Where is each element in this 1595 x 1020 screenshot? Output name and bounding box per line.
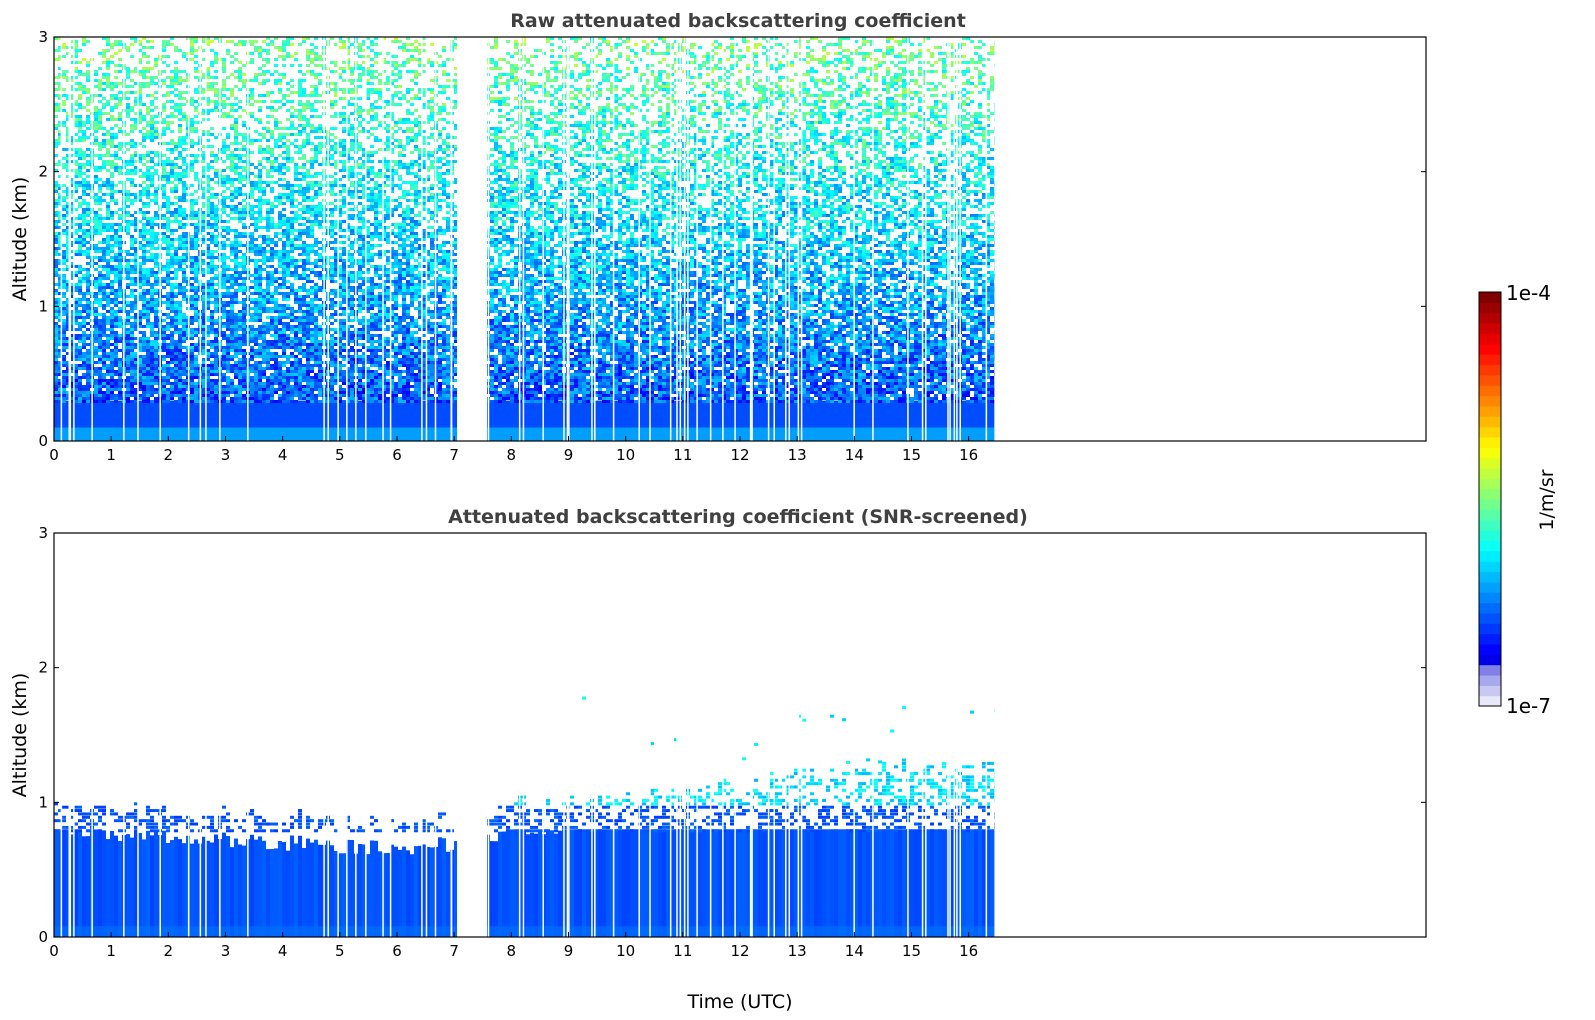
colorbar-step	[1479, 581, 1501, 593]
x-tick-label: 8	[507, 942, 517, 960]
y-tick-label: 1	[38, 793, 48, 811]
y-tick-label: 2	[38, 659, 48, 677]
colorbar-step	[1479, 674, 1501, 686]
x-tick-label: 10	[616, 942, 635, 960]
x-tick-label: 13	[788, 942, 807, 960]
x-tick-label: 13	[788, 446, 807, 464]
colorbar-step	[1479, 312, 1501, 324]
colorbar-step	[1479, 405, 1501, 417]
x-tick-label: 2	[164, 446, 174, 464]
colorbar-step	[1479, 416, 1501, 428]
x-tick-label: 16	[959, 942, 978, 960]
y-tick-label: 0	[38, 432, 48, 450]
y-tick-label: 3	[38, 28, 48, 46]
x-tick-label: 4	[278, 942, 288, 960]
x-axis-label: Time (UTC)	[686, 991, 792, 1013]
y-axis-label: Altitude (km)	[9, 673, 31, 798]
colorbar-step	[1479, 685, 1501, 697]
colorbar-step	[1479, 436, 1501, 448]
x-tick-label: 5	[335, 942, 345, 960]
x-tick-label: 9	[564, 446, 574, 464]
heatmap	[54, 37, 1426, 441]
x-tick-label: 7	[449, 446, 459, 464]
colorbar-step	[1479, 612, 1501, 624]
colorbar-step	[1479, 540, 1501, 552]
colorbar-step	[1479, 695, 1501, 707]
x-tick-label: 15	[902, 446, 921, 464]
colorbar-max-label: 1e-4	[1506, 281, 1551, 305]
x-tick-label: 2	[164, 942, 174, 960]
colorbar-step	[1479, 561, 1501, 573]
x-tick-label: 0	[49, 942, 59, 960]
colorbar-step	[1479, 654, 1501, 666]
colorbar-unit-label: 1/m/sr	[1536, 469, 1558, 530]
colorbar-frame	[1478, 291, 1502, 707]
colorbar-step	[1479, 385, 1501, 397]
panel-title: Attenuated backscattering coefficient (S…	[448, 506, 1028, 528]
colorbar-step	[1479, 292, 1501, 303]
x-tick-label: 9	[564, 942, 574, 960]
x-tick-label: 16	[959, 446, 978, 464]
x-tick-label: 6	[392, 446, 402, 464]
colorbar: 1e-4 1e-7 1/m/sr	[1478, 281, 1558, 718]
x-tick-label: 10	[616, 446, 635, 464]
x-tick-label: 0	[49, 446, 59, 464]
colorbar-step	[1479, 664, 1501, 676]
x-tick-label: 12	[730, 446, 749, 464]
colorbar-step	[1479, 530, 1501, 541]
colorbar-step	[1479, 478, 1501, 490]
colorbar-step	[1479, 302, 1501, 314]
colorbar-step	[1479, 467, 1501, 479]
x-tick-label: 6	[392, 942, 402, 960]
y-axis-label: Altitude (km)	[9, 177, 31, 302]
colorbar-step	[1479, 447, 1501, 459]
colorbar-step	[1479, 499, 1501, 510]
colorbar-step	[1479, 488, 1501, 500]
x-tick-label: 3	[221, 446, 231, 464]
colorbar-step	[1479, 426, 1501, 438]
colorbar-step	[1479, 354, 1501, 366]
colorbar-step	[1479, 550, 1501, 562]
colorbar-step	[1479, 343, 1501, 355]
x-tick-label: 12	[730, 942, 749, 960]
colorbar-step	[1479, 457, 1501, 469]
x-tick-label: 14	[845, 942, 864, 960]
y-tick-label: 3	[38, 524, 48, 542]
colorbar-step	[1479, 519, 1501, 531]
colorbar-step	[1479, 323, 1501, 334]
colorbar-step	[1479, 592, 1501, 604]
colorbar-step	[1479, 643, 1501, 655]
colorbar-step	[1479, 623, 1501, 635]
x-tick-label: 15	[902, 942, 921, 960]
y-tick-label: 1	[38, 297, 48, 315]
colorbar-step	[1479, 571, 1501, 583]
y-tick-label: 2	[38, 163, 48, 181]
colorbar-step	[1479, 602, 1501, 614]
colorbar-step	[1479, 364, 1501, 376]
x-tick-label: 8	[507, 446, 517, 464]
x-tick-label: 5	[335, 446, 345, 464]
heatmap	[54, 533, 1426, 937]
x-tick-label: 11	[673, 942, 692, 960]
colorbar-min-label: 1e-7	[1506, 694, 1551, 718]
x-tick-label: 14	[845, 446, 864, 464]
colorbar-step	[1479, 509, 1501, 521]
x-tick-label: 4	[278, 446, 288, 464]
panel-title: Raw attenuated backscattering coefficien…	[510, 10, 966, 32]
x-tick-label: 1	[106, 446, 116, 464]
colorbar-step	[1479, 374, 1501, 386]
x-tick-label: 11	[673, 446, 692, 464]
x-tick-label: 3	[221, 942, 231, 960]
colorbar-step	[1479, 395, 1501, 407]
colorbar-step	[1479, 333, 1501, 345]
x-tick-label: 1	[106, 942, 116, 960]
colorbar-step	[1479, 633, 1501, 645]
y-tick-label: 0	[38, 928, 48, 946]
x-tick-label: 7	[449, 942, 459, 960]
